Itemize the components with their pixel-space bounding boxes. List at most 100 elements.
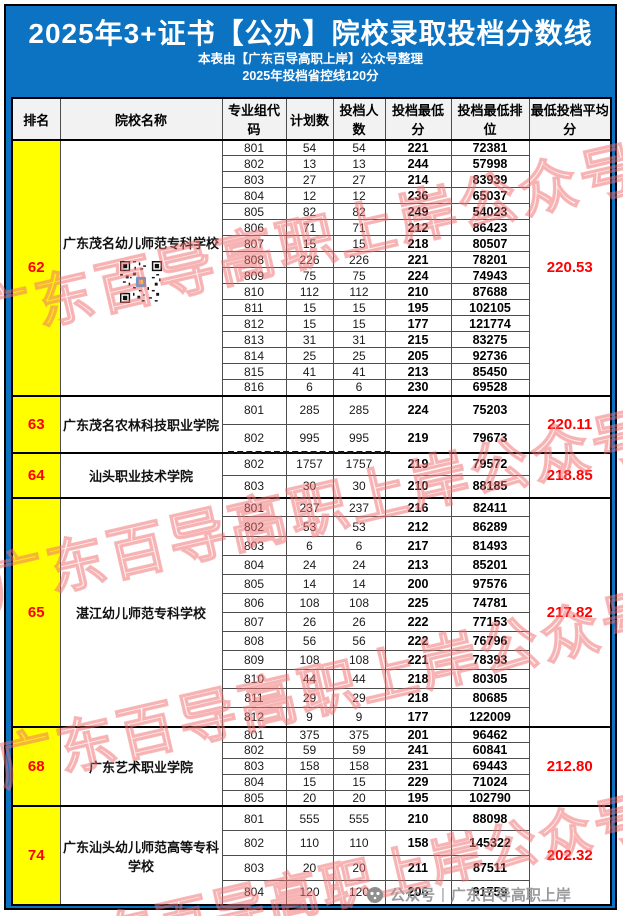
plan-count-cell: 53 (285, 516, 334, 537)
header-row: 排名 院校名称 专业组代码 计划数 投档人数 投档最低分 投档最低排位 最低投档平均分 (11, 97, 612, 141)
min-rank-cell: 74781 (450, 592, 530, 613)
table-row: 805 20 20 195 102790 (12, 789, 611, 807)
table-row: 804 12 12 236 65037 (12, 187, 611, 205)
min-score-cell: 219 (384, 451, 452, 476)
avg-score-cell: 202.32 (528, 805, 612, 906)
plan-count-cell: 995 (285, 423, 334, 454)
program-code-cell: 811 (221, 687, 287, 708)
table-row: 802 59 59 241 60841 (12, 741, 611, 759)
filed-count-cell: 15 (332, 315, 386, 333)
min-rank-cell: 60841 (450, 741, 530, 759)
avg-score-cell: 217.82 (528, 496, 612, 727)
min-score-cell: 236 (384, 187, 452, 205)
plan-count-cell: 82 (285, 203, 334, 221)
program-code-cell: 814 (221, 347, 287, 365)
min-score-cell: 221 (384, 251, 452, 269)
plan-count-cell: 108 (285, 649, 334, 670)
plan-count-cell: 20 (285, 789, 334, 807)
plan-count-cell: 59 (285, 741, 334, 759)
plan-count-cell: 9 (285, 706, 334, 728)
subtitle-cutoff: 2025年投档省控线120分 (242, 69, 379, 83)
filed-count-cell: 31 (332, 331, 386, 349)
plan-count-cell: 15 (285, 299, 334, 317)
school-name: 广东汕头幼儿师范高等专科学校 (62, 839, 219, 874)
table-row: 802 53 53 212 86289 (12, 516, 611, 537)
filed-count-cell: 20 (332, 789, 386, 807)
filed-count-cell: 285 (332, 394, 386, 425)
program-code-cell: 808 (221, 251, 287, 269)
min-rank-cell: 77153 (450, 611, 530, 632)
rank-cell: 64 (11, 451, 61, 499)
min-score-cell: 244 (384, 155, 452, 173)
plan-count-cell: 110 (285, 830, 334, 856)
min-rank-cell: 57998 (450, 155, 530, 173)
page-title: 2025年3+证书【公办】院校录取投档分数线 (28, 18, 593, 49)
min-score-cell: 201 (384, 725, 452, 743)
min-score-cell: 210 (384, 805, 452, 832)
min-score-cell: 249 (384, 203, 452, 221)
plan-count-cell: 158 (285, 757, 334, 775)
min-rank-cell: 96462 (450, 725, 530, 743)
filed-count-cell: 375 (332, 725, 386, 743)
filed-count-cell: 41 (332, 363, 386, 381)
filed-count-cell: 71 (332, 219, 386, 237)
footer-watermark-label: 公众号 (390, 887, 436, 904)
program-code-cell: 810 (221, 668, 287, 689)
footer-watermark-separator: | (441, 886, 445, 903)
min-score-cell: 212 (384, 219, 452, 237)
min-score-cell: 216 (384, 496, 452, 518)
plan-count-cell: 15 (285, 235, 334, 253)
table-row: 811 29 29 218 80685 (12, 687, 611, 708)
program-code-cell: 809 (221, 649, 287, 670)
min-score-cell: 218 (384, 687, 452, 708)
min-rank-cell: 74943 (450, 267, 530, 285)
min-rank-cell: 80507 (450, 235, 530, 253)
min-score-cell: 214 (384, 171, 452, 189)
min-score-cell: 221 (384, 139, 452, 157)
program-code-cell: 816 (221, 379, 287, 396)
column-header-2: 专业组代码 (221, 97, 287, 141)
column-header-5: 投档最低分 (384, 97, 452, 141)
program-code-cell: 805 (221, 789, 287, 807)
plan-count-cell: 555 (285, 805, 334, 832)
min-score-cell: 218 (384, 668, 452, 689)
table-row: 803 27 27 214 83939 (12, 171, 611, 189)
min-rank-cell: 79572 (450, 451, 530, 476)
filed-count-cell: 29 (332, 687, 386, 708)
plan-count-cell: 25 (285, 347, 334, 365)
min-score-cell: 195 (384, 299, 452, 317)
min-score-cell: 230 (384, 379, 452, 396)
min-score-cell: 241 (384, 741, 452, 759)
plan-count-cell: 56 (285, 630, 334, 651)
filed-count-cell: 56 (332, 630, 386, 651)
avg-score-cell: 220.53 (528, 139, 612, 396)
plan-count-cell: 44 (285, 668, 334, 689)
program-code-cell: 815 (221, 363, 287, 381)
program-code-cell: 803 (221, 535, 287, 556)
filed-count-cell: 995 (332, 423, 386, 454)
table-header: 排名 院校名称 专业组代码 计划数 投档人数 投档最低分 投档最低排位 最低投档平均分 (11, 97, 612, 141)
min-rank-cell: 80305 (450, 668, 530, 689)
filed-count-cell: 25 (332, 347, 386, 365)
table-row: 68 广东艺术职业学院 801 375 375 201 96462 212.80 (11, 725, 612, 807)
min-rank-cell: 69443 (450, 757, 530, 775)
program-code-cell: 802 (221, 830, 287, 856)
filed-count-cell: 9 (332, 706, 386, 728)
program-code-cell: 802 (221, 451, 287, 476)
min-score-cell: 210 (384, 283, 452, 301)
plan-count-cell: 31 (285, 331, 334, 349)
min-rank-cell: 121774 (450, 315, 530, 333)
filed-count-cell: 6 (332, 535, 386, 556)
min-score-cell: 200 (384, 573, 452, 594)
min-rank-cell: 76796 (450, 630, 530, 651)
table-row: 816 6 6 230 69528 (12, 379, 611, 396)
plan-count-cell: 375 (285, 725, 334, 743)
min-rank-cell: 145322 (450, 830, 530, 856)
plan-count-cell: 30 (285, 474, 334, 499)
filed-count-cell: 110 (332, 830, 386, 856)
plan-count-cell: 54 (285, 139, 334, 157)
footer-watermark-name: 广东百导高职上岸 (450, 887, 571, 904)
min-rank-cell: 54023 (450, 203, 530, 221)
program-code-cell: 806 (221, 592, 287, 613)
min-rank-cell: 65037 (450, 187, 530, 205)
